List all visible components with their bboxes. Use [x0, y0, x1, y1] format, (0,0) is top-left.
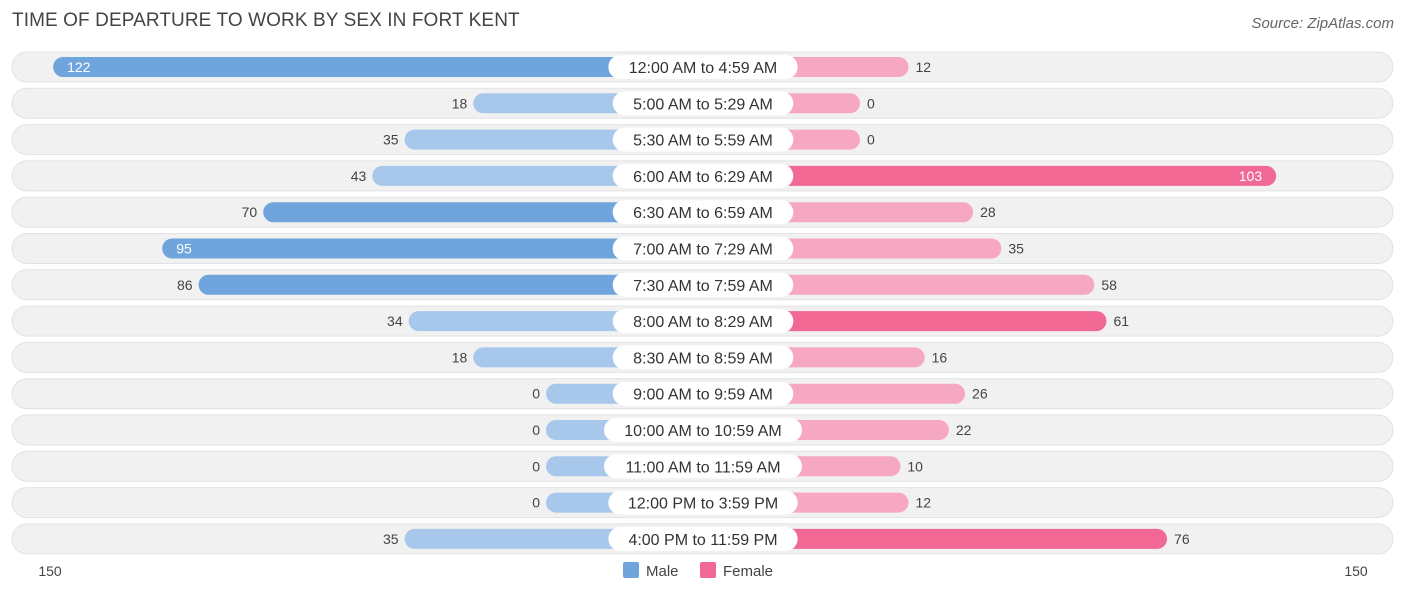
male-value-label: 0: [532, 386, 540, 402]
category-label: 12:00 AM to 4:59 AM: [629, 60, 778, 77]
category-label: 8:00 AM to 8:29 AM: [633, 314, 773, 331]
category-pill: [612, 127, 794, 152]
female-value-label: 22: [956, 422, 972, 438]
legend: Male Female: [623, 562, 773, 580]
female-bar: [703, 165, 1277, 186]
chart-row: 0 26 9:00 AM to 9:59 AM: [11, 378, 1394, 410]
category-pill: [612, 272, 794, 297]
category-label: 5:30 AM to 5:59 AM: [633, 133, 773, 150]
female-value-label: 0: [867, 132, 875, 148]
chart-row: 43 103 6:00 AM to 6:29 AM: [11, 160, 1394, 192]
male-bar: [198, 274, 703, 295]
category-label: 7:00 AM to 7:29 AM: [633, 242, 773, 259]
category-label: 6:30 AM to 6:59 AM: [633, 205, 773, 222]
source-label: Source: ZipAtlas.com: [1251, 15, 1394, 32]
category-pill: [612, 381, 794, 406]
category-pill: [612, 91, 794, 116]
chart-row: 34 61 8:00 AM to 8:29 AM: [11, 305, 1394, 337]
legend-male-label: Male: [646, 563, 679, 580]
category-pill: [608, 490, 798, 515]
male-value-label: 35: [383, 531, 399, 547]
category-pill: [612, 236, 794, 261]
female-value-label: 12: [915, 495, 931, 511]
female-value-label: 10: [907, 458, 923, 474]
male-value-label: 70: [242, 204, 258, 220]
female-value-label: 0: [867, 95, 875, 111]
axis-right-label: 150: [1344, 563, 1368, 579]
female-value-label: 26: [972, 386, 988, 402]
legend-male-swatch: [623, 562, 639, 578]
category-label: 8:30 AM to 8:59 AM: [633, 350, 773, 367]
chart-row: 18 0 5:00 AM to 5:29 AM: [11, 87, 1394, 119]
legend-female-label: Female: [723, 563, 773, 580]
female-value-label: 58: [1101, 277, 1117, 293]
chart-title: TIME OF DEPARTURE TO WORK BY SEX IN FORT…: [12, 10, 520, 31]
male-value-label: 86: [177, 277, 193, 293]
category-label: 7:30 AM to 7:59 AM: [633, 278, 773, 295]
male-value-label: 122: [67, 59, 91, 75]
chart-row: 86 58 7:30 AM to 7:59 AM: [11, 269, 1394, 301]
chart-row: 18 16 8:30 AM to 8:59 AM: [11, 341, 1394, 373]
chart-row: 70 28 6:30 AM to 6:59 AM: [11, 196, 1394, 228]
category-label: 9:00 AM to 9:59 AM: [633, 387, 773, 404]
category-label: 6:00 AM to 6:29 AM: [633, 169, 773, 186]
female-bar: [703, 274, 1095, 295]
male-bar: [53, 57, 704, 77]
male-value-label: 43: [351, 168, 367, 184]
chart-rows: 122 12 12:00 AM to 4:59 AM 18 0 5:00 AM to 5:…: [11, 51, 1394, 555]
category-label: 5:00 AM to 5:29 AM: [633, 96, 773, 113]
female-value-label: 103: [1239, 168, 1263, 184]
category-pill: [604, 418, 802, 442]
chart-row: 35 76 4:00 PM to 11:59 PM: [11, 523, 1394, 555]
chart-row: 0 22 10:00 AM to 10:59 AM: [11, 414, 1394, 446]
male-value-label: 0: [532, 458, 540, 474]
category-pill: [604, 454, 802, 479]
male-bar: [162, 238, 703, 259]
category-label: 12:00 PM to 3:59 PM: [628, 496, 778, 513]
category-label: 4:00 PM to 11:59 PM: [628, 532, 777, 549]
female-value-label: 76: [1174, 531, 1190, 547]
category-pill: [608, 526, 798, 551]
axis-left-label: 150: [38, 563, 62, 579]
female-value-label: 28: [980, 204, 996, 220]
female-bar: [703, 311, 1107, 332]
category-pill: [612, 200, 794, 225]
category-label: 10:00 AM to 10:59 AM: [624, 423, 781, 440]
category-pill: [612, 309, 794, 334]
chart-row: 0 10 11:00 AM to 11:59 AM: [11, 450, 1394, 482]
female-value-label: 16: [932, 349, 948, 365]
category-pill: [612, 163, 794, 188]
category-pill: [608, 55, 798, 79]
female-bar: [703, 528, 1168, 549]
male-value-label: 0: [532, 422, 540, 438]
chart-row: 122 12 12:00 AM to 4:59 AM: [11, 51, 1394, 83]
female-value-label: 35: [1008, 241, 1024, 257]
female-value-label: 61: [1113, 313, 1129, 329]
category-pill: [612, 345, 794, 370]
legend-female-swatch: [700, 562, 716, 578]
female-value-label: 12: [915, 59, 931, 75]
chart-row: 95 35 7:00 AM to 7:29 AM: [11, 233, 1394, 264]
male-value-label: 95: [176, 241, 192, 257]
male-value-label: 35: [383, 132, 399, 148]
chart-row: 0 12 12:00 PM to 3:59 PM: [11, 487, 1394, 519]
male-value-label: 34: [387, 313, 403, 329]
male-value-label: 18: [452, 95, 468, 111]
chart-row: 35 0 5:30 AM to 5:59 AM: [11, 124, 1394, 156]
male-value-label: 18: [452, 349, 468, 365]
category-label: 11:00 AM to 11:59 AM: [625, 459, 780, 476]
male-bar: [263, 202, 703, 223]
male-value-label: 0: [532, 495, 540, 511]
